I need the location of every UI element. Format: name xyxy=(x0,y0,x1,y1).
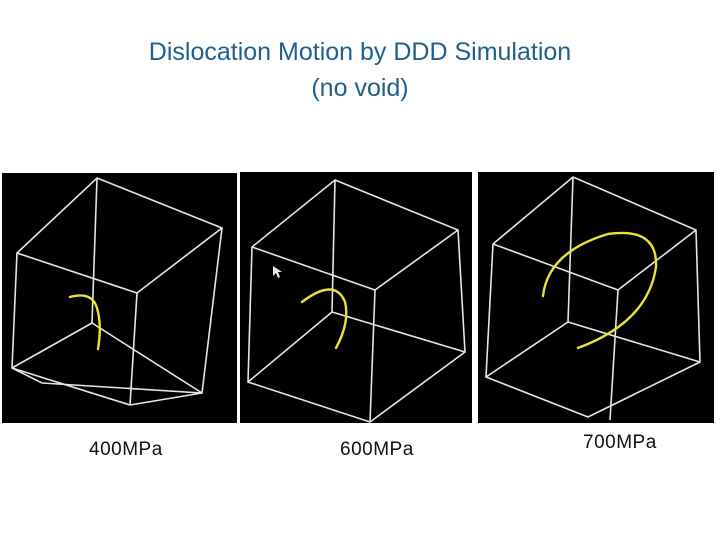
cube-edge-hidden xyxy=(331,179,336,313)
cube-wireframe-400mpa xyxy=(11,177,223,406)
cube-edge xyxy=(11,367,131,406)
simulation-image-400mpa xyxy=(2,173,237,423)
mouse-cursor-icon xyxy=(273,266,282,278)
cube-edge-hidden xyxy=(91,322,203,394)
simulation-image-700mpa xyxy=(478,172,714,423)
caption-400mpa: 400MPa xyxy=(89,439,163,460)
cube-edge-hidden xyxy=(485,321,569,378)
cube-edge xyxy=(129,392,203,406)
cube-edge xyxy=(374,229,459,291)
slide-title: Dislocation Motion by DDD Simulation (no… xyxy=(0,34,720,106)
cube-edge-hidden xyxy=(567,321,701,363)
dislocation-line xyxy=(68,294,101,351)
simulation-image-600mpa xyxy=(240,172,472,423)
slide-title-line-1: Dislocation Motion by DDD Simulation xyxy=(148,38,572,66)
slide-title-line-2: (no void) xyxy=(311,74,409,102)
dislocation-line xyxy=(541,231,658,350)
cube-edge xyxy=(369,289,376,423)
cube-edge xyxy=(16,252,138,294)
cube-edge xyxy=(136,227,223,294)
cube-edge xyxy=(609,289,619,421)
cube-edge-hidden xyxy=(11,322,93,369)
cube-edge-hidden xyxy=(247,311,333,383)
caption-600mpa: 600MPa xyxy=(340,439,414,460)
cube-outline xyxy=(247,179,466,423)
dislocation-line xyxy=(300,288,348,350)
cube-outline xyxy=(485,176,701,418)
caption-700mpa: 700MPa xyxy=(583,432,657,453)
cube-wireframe-600mpa xyxy=(247,179,466,423)
cube-wireframe-700mpa xyxy=(485,176,701,421)
cube-edge-hidden xyxy=(331,311,466,353)
cube-edge xyxy=(251,246,376,291)
cube-edge-hidden xyxy=(567,176,574,323)
